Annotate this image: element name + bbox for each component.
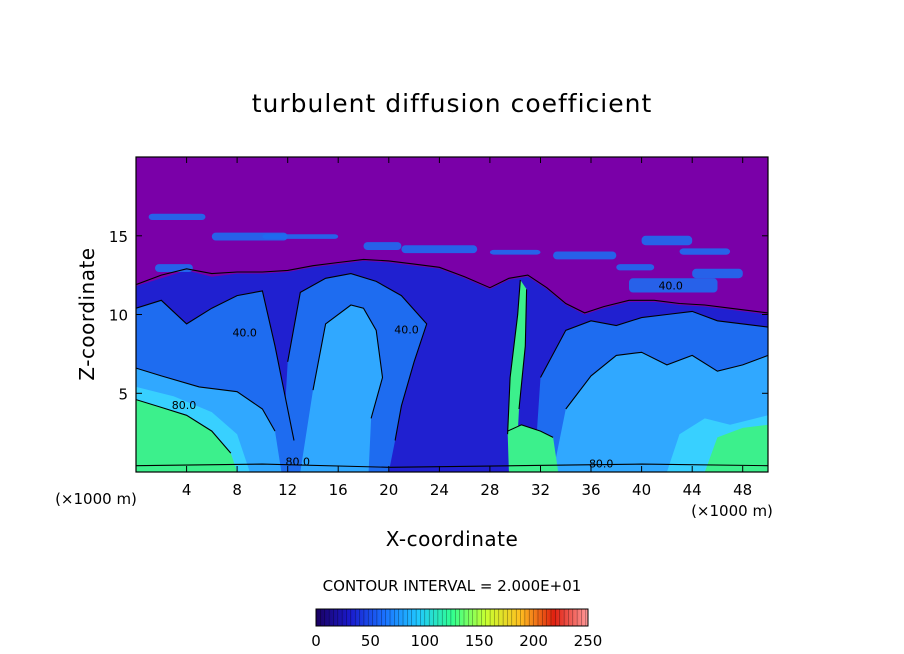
contour-line-9 (507, 279, 521, 435)
x-unit-left: (×1000 m) (55, 490, 137, 508)
y-tick-label-2: 15 (109, 228, 128, 246)
streak-12 (692, 268, 743, 279)
contour-line-8 (507, 424, 554, 438)
x-tick-label-3: 16 (329, 481, 348, 499)
streak-4 (401, 245, 478, 254)
contour-line-7 (136, 399, 232, 454)
field-region-peak-left (136, 399, 238, 472)
x-tick-label-7: 32 (531, 481, 550, 499)
x-axis-ticks: 4 8 12 16 20 24 28 32 36 40 44 48 (182, 157, 752, 499)
contour-line-1 (136, 290, 295, 441)
streak-2 (262, 234, 339, 239)
colorbar-tick-label-1: 50 (361, 632, 380, 650)
x-unit-right: (×1000 m) (691, 502, 773, 520)
x-axis-label: X-coordinate (386, 527, 519, 551)
contour-line-5 (312, 304, 384, 419)
streak-6 (553, 251, 617, 260)
x-tick-label-6: 28 (480, 481, 499, 499)
contour-line-3 (540, 310, 768, 378)
x-tick-label-9: 40 (632, 481, 651, 499)
colorbar-tick-label-2: 100 (410, 632, 439, 650)
contour-line-6 (565, 351, 768, 410)
colorbar-stripes (320, 609, 587, 626)
y-axis-ticks: 5 10 15 (109, 228, 768, 403)
contour-line-4 (136, 367, 276, 432)
colorbar-frame (315, 608, 589, 627)
contour-label-2: 40.0 (658, 279, 683, 292)
contour-labels: 40.0 40.0 40.0 80.0 80.0 80.0 (172, 279, 683, 470)
contour-line-2 (287, 273, 428, 441)
streak-11 (155, 264, 193, 272)
y-tick-label-0: 5 (118, 385, 128, 403)
x-tick-label-0: 4 (182, 481, 192, 499)
contour-interval: CONTOUR INTERVAL = 2.000E+01 (323, 577, 582, 595)
x-tick-label-8: 36 (581, 481, 600, 499)
y-axis-label: Z-coordinate (75, 247, 99, 380)
contour-label-1: 40.0 (394, 323, 419, 336)
x-tick-label-1: 8 (232, 481, 242, 499)
field-region-peak-right (704, 424, 768, 472)
contour-label-0: 40.0 (232, 327, 257, 340)
x-tick-label-10: 44 (683, 481, 702, 499)
streak-5 (489, 249, 541, 255)
contour-label-5: 80.0 (589, 457, 614, 470)
contour-lines (136, 258, 768, 468)
field-region-high-center (300, 305, 383, 472)
contour-label-3: 80.0 (172, 399, 197, 412)
streak-3 (363, 242, 402, 250)
x-tick-label-11: 48 (733, 481, 752, 499)
upper-streaks (148, 213, 743, 293)
contour-label-4: 80.0 (286, 456, 311, 469)
colorbar-ticks: 0 50 100 150 200 250 (311, 632, 602, 650)
streak-8 (641, 235, 693, 246)
y-tick-label-1: 10 (109, 307, 128, 325)
contour-line-10 (518, 289, 528, 410)
colorbar-tick-label-5: 250 (574, 632, 603, 650)
contour-field (136, 157, 768, 472)
x-tick-label-4: 20 (379, 481, 398, 499)
x-tick-label-5: 24 (430, 481, 449, 499)
contour-line-11 (136, 463, 768, 468)
colorbar (315, 608, 589, 627)
contour-line-0 (136, 258, 768, 314)
streak-0 (148, 213, 206, 220)
field-region-peak-center (507, 424, 559, 472)
colorbar-tick-label-3: 150 (465, 632, 494, 650)
streak-7 (616, 264, 655, 271)
chart-title: turbulent diffusion coefficient (252, 89, 653, 118)
colorbar-tick-label-4: 200 (519, 632, 548, 650)
colorbar-tick-label-0: 0 (311, 632, 321, 650)
streak-10 (629, 278, 718, 293)
streak-9 (679, 248, 731, 255)
field-region-peak-plume (507, 279, 527, 435)
colorbar-fill (316, 609, 588, 626)
x-tick-label-2: 12 (278, 481, 297, 499)
